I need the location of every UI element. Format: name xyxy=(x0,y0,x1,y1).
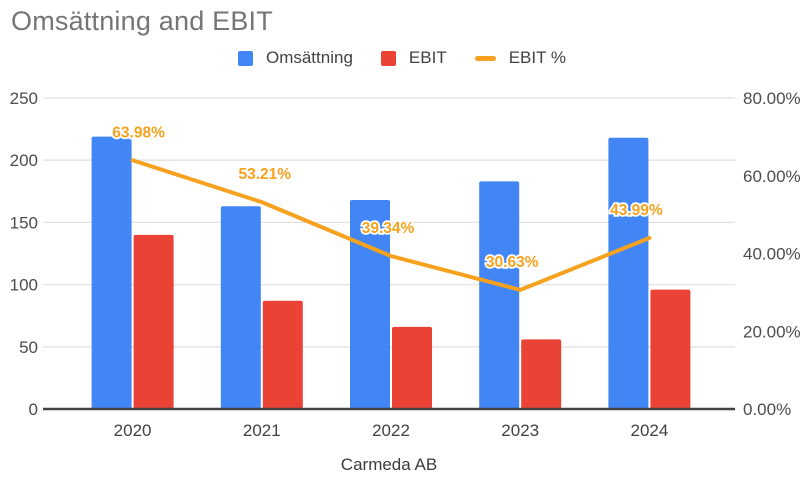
legend: Omsättning EBIT EBIT % xyxy=(0,47,804,69)
legend-item-0: Omsättning xyxy=(237,48,353,68)
x-tick-label-2021: 2021 xyxy=(243,421,281,440)
bar-omsättning-2021 xyxy=(220,206,261,409)
left-axis-tick-label: 150 xyxy=(10,213,38,232)
legend-item-2: EBIT % xyxy=(474,48,567,68)
left-axis-tick-label: 0 xyxy=(29,400,38,419)
legend-item-label: Omsättning xyxy=(265,48,353,67)
x-tick-label-2022: 2022 xyxy=(372,421,410,440)
legend-item-1: EBIT xyxy=(380,48,447,68)
point-label-2020: 63.98% xyxy=(112,124,165,141)
chart-title: Omsättning and EBIT xyxy=(11,6,273,36)
bar-omsättning-2024 xyxy=(608,137,649,410)
legend-item-label: EBIT % xyxy=(508,48,567,67)
right-axis-tick-label: 40.00% xyxy=(743,245,801,264)
left-axis-tick-label: 100 xyxy=(10,276,38,295)
legend-swatch-icon xyxy=(380,50,396,66)
bar-ebit-2024 xyxy=(650,289,691,409)
point-label-2024: 43.99% xyxy=(610,202,663,219)
x-tick-label-2024: 2024 xyxy=(630,421,668,440)
point-label-2023: 30.63% xyxy=(486,254,539,271)
right-axis-tick-label: 0.00% xyxy=(743,400,791,419)
bar-omsättning-2023 xyxy=(479,181,520,409)
bar-ebit-2021 xyxy=(262,300,303,409)
legend-swatch-icon xyxy=(474,55,496,61)
left-axis-tick-label: 200 xyxy=(10,151,38,170)
point-label-2022: 39.34% xyxy=(362,220,415,237)
point-label-2021: 53.21% xyxy=(239,166,292,183)
left-axis-tick-label: 250 xyxy=(10,89,38,108)
ebit-percent-line xyxy=(130,158,652,292)
x-axis-title: Carmeda AB xyxy=(340,455,438,474)
right-axis-tick-label: 80.00% xyxy=(743,89,801,108)
bar-ebit-2023 xyxy=(521,339,562,409)
left-axis-tick-label: 50 xyxy=(19,338,38,357)
x-tick-label-2020: 2020 xyxy=(114,421,152,440)
legend-swatch-icon xyxy=(237,50,253,66)
bar-ebit-2022 xyxy=(392,326,432,409)
bar-omsättning-2020 xyxy=(91,136,132,409)
right-axis-tick-label: 60.00% xyxy=(743,167,801,186)
right-axis-tick-label: 20.00% xyxy=(743,322,801,341)
bar-ebit-2020 xyxy=(133,234,174,409)
x-tick-label-2023: 2023 xyxy=(501,421,539,440)
legend-item-label: EBIT xyxy=(408,48,447,67)
